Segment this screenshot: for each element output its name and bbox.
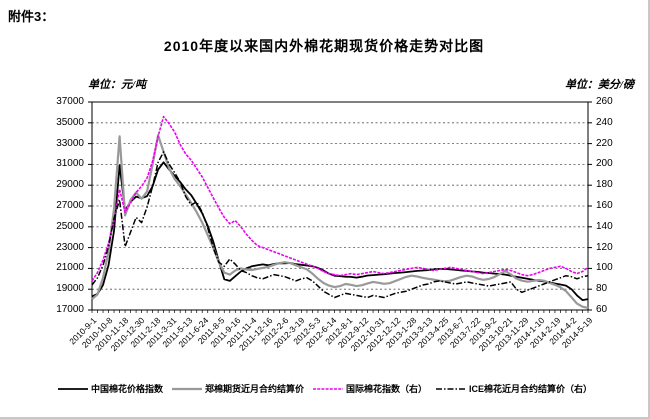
legend-label-3: ICE棉花近月合约结算价（右） xyxy=(469,384,593,394)
y-left-tick-label: 21000 xyxy=(56,262,84,274)
y-left-tick-label: 33000 xyxy=(56,137,84,149)
chart-title: 2010年度以来国内外棉花期现货价格走势对比图 xyxy=(163,38,485,54)
y-left-tick-label: 25000 xyxy=(56,220,84,232)
y-right-tick-label: 120 xyxy=(596,241,613,253)
y-right-tick-label: 80 xyxy=(596,283,608,295)
legend-item-1: 郑棉期货近月合约结算价 xyxy=(171,382,304,395)
y-right-tick-label: 140 xyxy=(596,220,613,232)
y-left-tick-label: 31000 xyxy=(56,158,84,170)
legend-label-1: 郑棉期货近月合约结算价 xyxy=(204,384,304,394)
series-line-1 xyxy=(91,134,589,309)
right-axis-unit-label: 单位：美分/磅 xyxy=(564,79,634,91)
chart-legend: 中国棉花价格指数 郑棉期货近月合约结算价 国际棉花指数（右） ICE棉花近月合约结算价… xyxy=(0,382,648,395)
series-line-0 xyxy=(91,161,589,302)
legend-label-0: 中国棉花价格指数 xyxy=(90,384,163,394)
y-right-tick-label: 60 xyxy=(596,304,608,315)
legend-marker-2 xyxy=(313,387,343,390)
attachment-label: 附件3： xyxy=(8,9,55,24)
y-right-tick-label: 180 xyxy=(596,179,613,191)
y-right-tick-label: 100 xyxy=(596,262,613,274)
y-left-tick-label: 35000 xyxy=(56,116,84,128)
y-right-tick-label: 240 xyxy=(596,116,613,128)
legend-marker-0 xyxy=(57,387,88,390)
y-left-tick-label: 23000 xyxy=(56,241,84,253)
left-axis-unit-label: 单位：元/吨 xyxy=(88,79,147,91)
legend-item-0: 中国棉花价格指数 xyxy=(57,382,163,395)
legend-marker-3 xyxy=(436,387,467,390)
y-left-tick-label: 27000 xyxy=(56,200,84,211)
y-left-tick-label: 17000 xyxy=(56,304,84,315)
y-right-tick-label: 200 xyxy=(596,158,613,170)
y-left-tick-label: 29000 xyxy=(56,179,84,191)
legend-marker-1 xyxy=(171,387,202,390)
legend-label-2: 国际棉花指数（右） xyxy=(346,384,428,394)
y-right-tick-label: 220 xyxy=(596,137,613,149)
y-left-tick-label: 37000 xyxy=(56,96,84,107)
y-left-tick-label: 19000 xyxy=(56,283,84,295)
y-right-tick-label: 160 xyxy=(596,200,613,211)
y-right-tick-label: 260 xyxy=(596,96,613,107)
legend-item-3: ICE棉花近月合约结算价（右） xyxy=(436,382,592,395)
series-line-2 xyxy=(91,115,589,282)
series-line-3 xyxy=(91,151,589,299)
legend-item-2: 国际棉花指数（右） xyxy=(313,382,427,395)
